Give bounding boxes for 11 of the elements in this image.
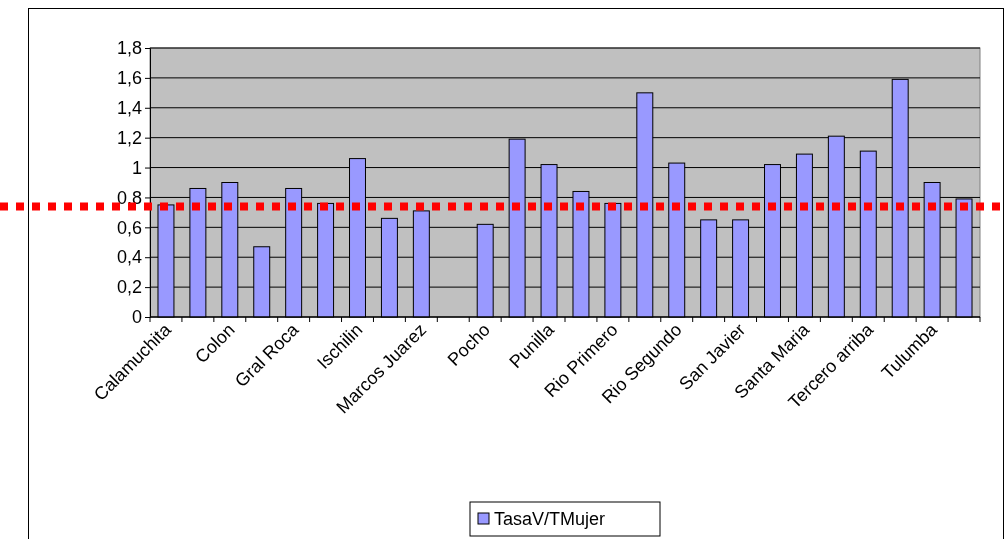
- y-tick-label: 1,6: [116, 68, 142, 89]
- y-tick-label: 0,4: [116, 247, 142, 268]
- y-tick-label: 1,8: [116, 38, 142, 59]
- y-tick-label: 0,2: [116, 277, 142, 298]
- y-tick-label: 1,2: [116, 127, 142, 148]
- y-tick-label: 1,4: [116, 98, 142, 119]
- y-tick-label: 0,6: [116, 217, 142, 238]
- legend-label: TasaV/TMujer: [494, 509, 606, 529]
- y-tick-label: 1: [131, 157, 142, 178]
- y-tick-label: 0: [131, 307, 142, 328]
- y-tick-label: 0,8: [116, 187, 142, 208]
